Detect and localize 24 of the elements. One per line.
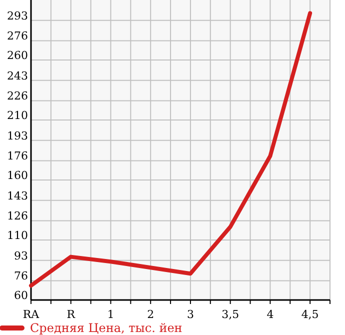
y-tick-label: 60 (14, 288, 28, 302)
x-tick-label: RA (22, 308, 40, 321)
y-tick-label: 176 (7, 150, 28, 163)
x-tick-label: 1 (107, 308, 114, 321)
x-tick-label: 2 (147, 308, 154, 321)
x-tick-label: R (66, 308, 76, 321)
y-tick-label: 260 (7, 48, 28, 62)
y-tick-label: 93 (14, 249, 28, 262)
x-tick-label: 4,5 (301, 308, 319, 321)
x-tick-label: 4 (266, 308, 274, 321)
y-tick-label: 76 (14, 270, 28, 283)
legend-label: Средняя Цена, тыс. йен (30, 321, 182, 335)
y-tick-label: 293 (7, 9, 28, 22)
y-tick-label: 193 (7, 129, 28, 142)
y-tick-label: 126 (7, 210, 28, 223)
x-tick-label: 3 (186, 308, 194, 321)
y-tick-label: 143 (7, 189, 28, 202)
y-tick-label: 210 (7, 108, 28, 122)
y-tick-label: 243 (7, 69, 28, 82)
y-tick-label: 226 (7, 90, 28, 103)
y-tick-label: 110 (7, 228, 28, 242)
x-tick-label: 3,5 (222, 308, 240, 321)
y-tick-label: 276 (7, 30, 28, 43)
y-tick-label: 160 (7, 168, 28, 182)
